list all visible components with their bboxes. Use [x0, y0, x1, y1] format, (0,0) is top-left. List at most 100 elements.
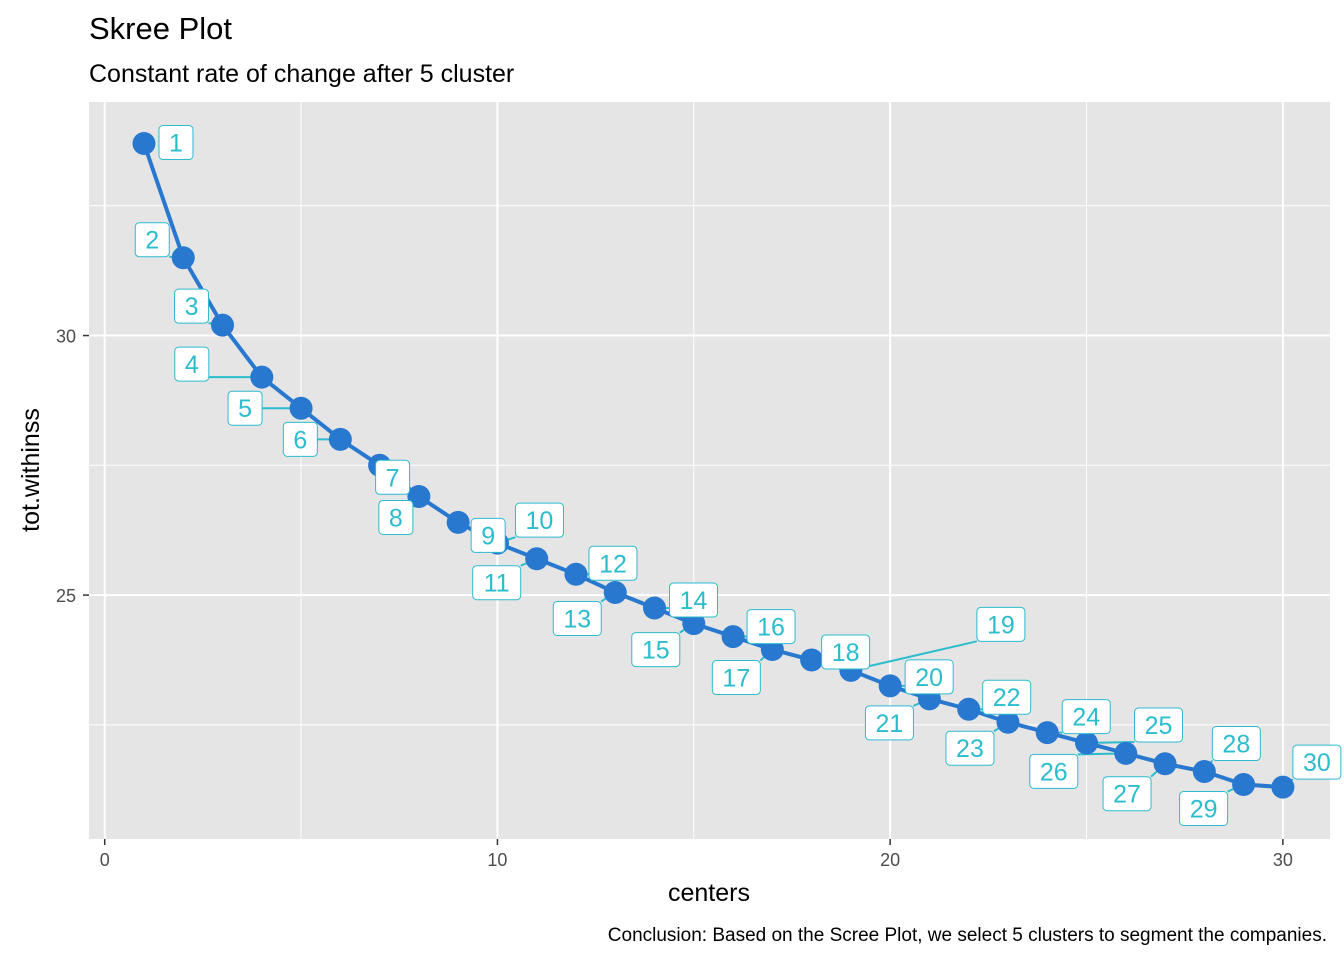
tick-labels: 0 10 20 30 25 30	[56, 327, 1293, 870]
point-label-text: 15	[642, 637, 670, 665]
point-label-text: 14	[680, 587, 708, 615]
point-label-box	[375, 459, 411, 495]
x-tick-label: 30	[1273, 850, 1293, 870]
data-point	[171, 246, 195, 270]
point-label: 29	[1179, 791, 1229, 827]
point-label: 24	[1061, 699, 1111, 735]
point-label-box	[982, 679, 1032, 715]
point-label: 20	[904, 659, 954, 695]
point-label-box	[470, 517, 506, 553]
point-label-box	[227, 390, 263, 426]
point-label-box	[1102, 776, 1152, 812]
point-label-text: 22	[993, 684, 1021, 712]
chart-caption: Conclusion: Based on the Scree Plot, we …	[608, 925, 1327, 946]
point-label-text: 13	[563, 605, 591, 633]
point-label-text: 28	[1222, 731, 1250, 759]
point-label-text: 12	[599, 550, 627, 578]
point-label-text: 17	[722, 665, 750, 693]
point-label-text: 10	[526, 507, 554, 535]
point-label-box	[1292, 744, 1342, 780]
point-label-box	[746, 609, 796, 645]
data-point	[800, 648, 824, 672]
point-label: 26	[1029, 753, 1079, 789]
point-label-box	[1179, 791, 1229, 827]
x-axis-title: centers	[668, 879, 750, 907]
data-point	[721, 625, 745, 649]
point-label-text: 8	[389, 504, 403, 532]
grid-minor	[89, 102, 1330, 839]
point-label-text: 18	[832, 639, 860, 667]
point-label-box	[1029, 753, 1079, 789]
data-point	[603, 580, 627, 604]
point-label-text: 7	[386, 464, 400, 492]
point-label: 30	[1292, 744, 1342, 780]
point-label-box	[282, 421, 318, 457]
data-point	[1232, 773, 1256, 797]
y-tick-label: 25	[56, 586, 76, 606]
point-label: 11	[472, 565, 522, 601]
point-label-box	[174, 346, 210, 382]
data-point	[289, 396, 313, 420]
data-point	[407, 484, 431, 508]
point-label: 19	[976, 606, 1026, 642]
point-label-box	[378, 499, 414, 535]
point-label: 7	[375, 459, 411, 495]
point-label-text: 4	[185, 351, 199, 379]
data-point	[525, 547, 549, 571]
point-label-box	[174, 288, 210, 324]
point-label: 13	[552, 600, 602, 636]
data-point	[1271, 775, 1295, 799]
point-label: 17	[711, 660, 761, 696]
point-label-text: 30	[1303, 749, 1331, 777]
point-label: 28	[1211, 726, 1261, 762]
point-label-box	[134, 222, 170, 258]
point-label-box	[711, 660, 761, 696]
point-label-text: 26	[1040, 758, 1068, 786]
data-point	[328, 427, 352, 451]
point-label: 9	[470, 517, 506, 553]
point-label-text: 27	[1113, 781, 1141, 809]
point-label-text: 20	[915, 664, 943, 692]
data-point	[957, 697, 981, 721]
point-label-text: 24	[1072, 704, 1100, 732]
point-label-text: 6	[293, 426, 307, 454]
point-label-box	[976, 606, 1026, 642]
data-point	[682, 612, 706, 636]
point-label-text: 16	[757, 614, 785, 642]
chart-subtitle: Constant rate of change after 5 cluster	[89, 60, 514, 88]
point-label-box	[588, 545, 638, 581]
point-label-box	[669, 582, 719, 618]
point-label: 14	[669, 582, 719, 618]
point-label-text: 23	[956, 735, 984, 763]
point-label-box	[514, 502, 564, 538]
point-label: 10	[514, 502, 564, 538]
point-label-box	[864, 705, 914, 741]
point-label-box	[945, 730, 995, 766]
point-label: 15	[631, 632, 681, 668]
data-point	[250, 365, 274, 389]
data-point	[1035, 721, 1059, 745]
data-point	[132, 132, 156, 156]
x-tick-label: 0	[100, 850, 110, 870]
point-label-text: 19	[987, 611, 1015, 639]
point-label-box	[1211, 726, 1261, 762]
point-label: 12	[588, 545, 638, 581]
label-leader-line	[850, 640, 978, 672]
point-label-box	[904, 659, 954, 695]
point-label: 8	[378, 499, 414, 535]
point-label: 27	[1102, 776, 1152, 812]
point-label-text: 1	[169, 130, 183, 158]
point-label: 21	[864, 705, 914, 741]
data-point	[1153, 752, 1177, 776]
point-label-text: 11	[484, 570, 510, 598]
point-label-text: 29	[1190, 796, 1218, 824]
point-label: 23	[945, 730, 995, 766]
point-label: 22	[982, 679, 1032, 715]
x-tick-label: 10	[487, 850, 507, 870]
point-label-text: 9	[481, 522, 495, 550]
point-label: 6	[282, 421, 318, 457]
y-axis-title: tot.withinss	[17, 408, 45, 532]
point-label-text: 2	[145, 227, 159, 255]
point-label: 5	[227, 390, 263, 426]
